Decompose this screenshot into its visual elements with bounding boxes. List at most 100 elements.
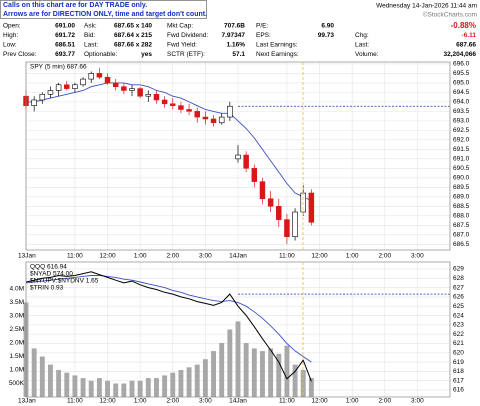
- candle-body: [47, 90, 54, 95]
- volume-bar: [48, 364, 53, 397]
- quote-value: -6.11: [462, 32, 477, 39]
- quote-label: Bid:: [84, 32, 95, 39]
- volume-bar: [186, 367, 192, 397]
- x-tick-label: 12:00: [99, 398, 116, 405]
- moving-average: [25, 275, 312, 363]
- quote-label: P/E:: [256, 23, 268, 30]
- candle-body: [112, 82, 119, 87]
- candle-body: [31, 99, 37, 106]
- x-tick-label: 3:00: [411, 398, 424, 405]
- date: Wednesday 14-Jan-2026 11:44 am: [376, 3, 477, 10]
- candle-body: [153, 93, 160, 101]
- quote-value: 707.6B: [224, 23, 245, 30]
- quote-value: 687.66: [456, 42, 476, 49]
- y-tick-label: 624: [453, 312, 464, 319]
- x-tick-label: 1:00: [134, 253, 147, 260]
- y-tick-label: 616: [453, 387, 464, 394]
- plot-frame: [25, 61, 451, 251]
- quote-label: Chg:: [355, 32, 369, 39]
- volume-bar: [276, 353, 282, 397]
- quote-value: 57.1: [232, 51, 245, 58]
- quote-value: 99.73: [318, 32, 335, 39]
- volume-bar: [145, 378, 151, 397]
- quote-label: Fwd Dividend:: [167, 32, 208, 39]
- y-tick-label: 617: [453, 377, 464, 384]
- volume-bar: [105, 380, 110, 397]
- quote-label: SCTR (ETF):: [167, 51, 205, 58]
- volume-bar: [235, 321, 241, 397]
- candle-body: [72, 84, 78, 89]
- candle-body: [235, 154, 241, 160]
- y-tick-label: 689.5: [453, 184, 470, 191]
- y-tick-label: 690.0: [453, 175, 470, 182]
- x-tick-label: 12:00: [311, 398, 328, 405]
- y2-tick-label: 2.0M: [10, 340, 24, 347]
- quote-value: 6.90: [321, 23, 334, 30]
- quote-value: -0.88%: [451, 21, 476, 30]
- notice-line: Calls on this chart are for DAY TRADE on…: [3, 2, 147, 9]
- y-tick-label: 692.0: [453, 137, 470, 144]
- x-tick-label: 12:00: [99, 253, 116, 260]
- volume-bar: [227, 329, 233, 397]
- volume-bar: [260, 351, 265, 397]
- x-tick-label: 2:00: [378, 253, 391, 260]
- quote-table: Open: 691.00 Ask: 687.65 x 140 Mkt Cap: 707.6…: [3, 21, 476, 58]
- candle-body: [276, 206, 282, 220]
- notice-box: [0, 0, 207, 19]
- legend-entry: QQQ 616.94: [30, 264, 67, 271]
- quote-label: High:: [3, 32, 18, 39]
- y-tick-label: 628: [453, 275, 464, 282]
- moving-average: [26, 82, 312, 202]
- y-tick-label: 688.5: [453, 203, 470, 210]
- candle-body: [186, 109, 192, 112]
- volume-bar: [72, 375, 78, 397]
- candle-body: [210, 118, 217, 124]
- volume-bar: [219, 343, 225, 397]
- y-tick-label: 694.5: [453, 89, 470, 96]
- candle-body: [121, 86, 127, 91]
- quote-value: 691.00: [55, 23, 75, 30]
- candle-body: [284, 219, 290, 238]
- volume-bar: [243, 343, 249, 397]
- volume-bar: [292, 364, 298, 397]
- quote-value: 691.72: [55, 32, 75, 39]
- volume-bar: [129, 380, 135, 397]
- quote-value: 7.97347: [222, 32, 246, 39]
- y2-tick-label: 1.0M: [10, 367, 24, 374]
- volume-bar: [162, 375, 168, 397]
- quote-label: Prev Close:: [3, 51, 37, 58]
- y-tick-label: 686.5: [453, 241, 470, 248]
- x-tick-label: 11:00: [67, 253, 83, 260]
- volume-bar: [268, 348, 274, 397]
- x-tick-label: 2:00: [378, 398, 391, 405]
- credit: ©StockCharts.com: [423, 11, 477, 19]
- y2-tick-label: 2.5M: [10, 326, 24, 333]
- x-tick-label: 3:00: [199, 398, 212, 405]
- quote-value: 693.77: [55, 51, 75, 58]
- x-tick-label: 11:00: [279, 398, 295, 405]
- quote-label: Volume:: [355, 51, 379, 58]
- y-tick-label: 629: [453, 266, 464, 273]
- candle-body: [88, 73, 94, 80]
- x-tick-label: 13Jan: [18, 253, 36, 260]
- y-tick-label: 621: [453, 340, 464, 347]
- y2-tick-label: 1.5M: [10, 353, 24, 360]
- candle-body: [80, 78, 86, 86]
- volume-bar: [80, 378, 86, 397]
- volume-bar: [170, 372, 176, 397]
- candle-body: [308, 192, 315, 223]
- candle-body: [178, 105, 184, 110]
- quote-label: Fwd Yield:: [167, 42, 197, 49]
- candle-body: [161, 99, 168, 105]
- volume-bar: [64, 372, 70, 397]
- volume-bar: [154, 378, 159, 397]
- y-tick-label: 691.0: [453, 156, 470, 163]
- legend-entry: $NYAD 574.00: [30, 271, 73, 278]
- y-tick-label: 695.0: [453, 80, 470, 87]
- y-tick-label: 622: [453, 331, 464, 338]
- volume-bar: [284, 345, 290, 397]
- x-tick-label: 3:00: [199, 253, 212, 260]
- quote-value: 32,204,066: [443, 51, 476, 58]
- quote-label: Low:: [3, 42, 17, 49]
- candle-body: [129, 88, 135, 91]
